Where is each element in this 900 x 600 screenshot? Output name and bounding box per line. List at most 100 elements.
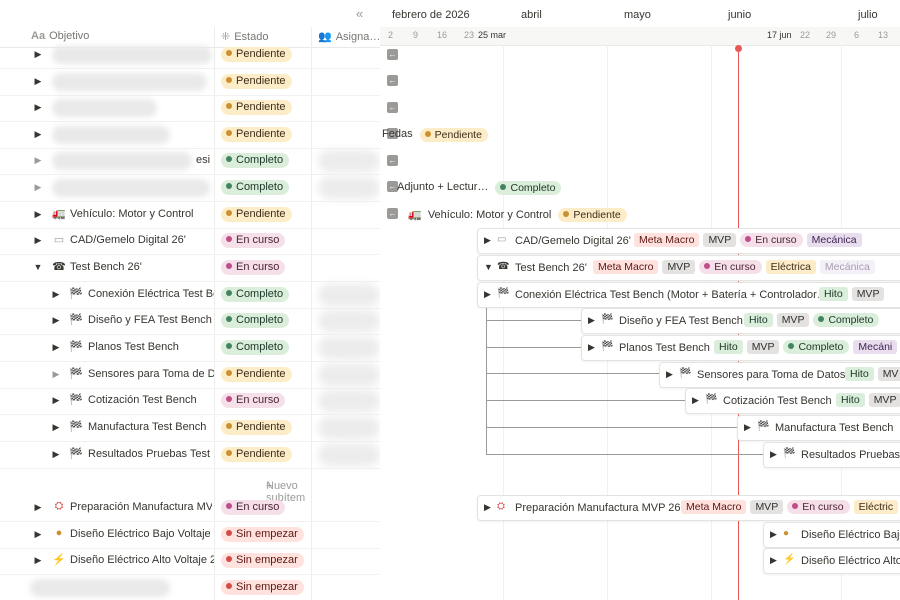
timeline-card-conexion[interactable]: ▶ 🏁 Conexión Eléctrica Test Bench (Motor… [477, 282, 900, 308]
status-badge[interactable]: Completo [221, 153, 290, 168]
expand-toggle-icon[interactable]: ▶ [34, 502, 42, 512]
expand-toggle-icon[interactable]: ▶ [484, 235, 491, 245]
timeline-card-planos[interactable]: ▶ 🏁 Planos Test Bench Hito MVP Completo Mec… [581, 335, 900, 361]
table-row[interactable]: Sin empezar [0, 575, 380, 600]
status-badge[interactable]: Completo [221, 180, 290, 195]
expand-toggle-icon[interactable]: ▶ [34, 235, 42, 245]
expand-toggle-icon[interactable]: ▶ [34, 129, 42, 139]
expand-toggle-icon[interactable]: ▶ [52, 342, 60, 352]
back-arrow-icon[interactable]: ← [387, 102, 398, 113]
table-row[interactable]: ▶ Pendiente [0, 122, 380, 149]
back-arrow-icon[interactable]: ← [387, 155, 398, 166]
expand-toggle-icon[interactable]: ▶ [52, 449, 60, 459]
expand-toggle-icon[interactable]: ▶ [34, 102, 42, 112]
expand-toggle-icon[interactable]: ▶ [666, 369, 673, 379]
timeline-card-prep[interactable]: ▶ ⛭ Preparación Manufactura MVP 26' Meta… [477, 495, 900, 521]
status-badge[interactable]: Sin empezar [221, 580, 304, 595]
expand-toggle-icon[interactable]: ▶ [770, 555, 777, 565]
status-badge[interactable]: Pendiente [221, 47, 292, 62]
table-row[interactable]: ▶ Completo [0, 175, 380, 202]
status-badge[interactable]: Pendiente [221, 127, 292, 142]
status-badge[interactable]: En curso [221, 393, 286, 408]
expand-toggle-icon[interactable]: ▶ [744, 422, 751, 432]
status-badge[interactable]: Pendiente [221, 74, 292, 89]
timeline-card-resultados[interactable]: ▶ 🏁 Resultados Pruebas T [763, 442, 900, 468]
back-arrow-icon[interactable]: ← [387, 208, 398, 219]
table-row-subitem[interactable]: ▶ 🏁 Planos Test Bench Completo [0, 335, 380, 362]
collapse-panel-icon[interactable]: « [356, 6, 364, 21]
status-badge[interactable]: En curso [221, 233, 286, 248]
table-row[interactable]: ▶ ⚡ Diseño Eléctrico Alto Voltaje 26 Sin… [0, 548, 380, 575]
back-arrow-icon[interactable]: ← [387, 128, 398, 139]
timeline-card-diseno-fea[interactable]: ▶ 🏁 Diseño y FEA Test Bench Hito MVP Compl… [581, 308, 900, 334]
expand-toggle-icon[interactable]: ▶ [34, 209, 42, 219]
status-badge[interactable]: Completo [221, 287, 290, 302]
table-row-subitem[interactable]: ▶ 🏁 Conexión Eléctrica Test Ben Completo [0, 282, 380, 309]
table-row[interactable]: ▶ ⛭ Preparación Manufactura MVP En curso [0, 495, 380, 522]
status-badge[interactable]: Completo [221, 340, 290, 355]
status-badge[interactable]: Pendiente [221, 100, 292, 115]
expand-toggle-icon[interactable]: ▶ [34, 76, 42, 86]
timeline-card-sensores[interactable]: ▶ 🏁 Sensores para Toma de Datos Hito MV [659, 362, 900, 388]
checkered-flag-icon: 🏁 [757, 421, 770, 432]
status-badge[interactable]: Sin empezar [221, 553, 304, 568]
timeline-card-alto-voltaje[interactable]: ▶ ⚡ Diseño Eléctrico Alto V [763, 548, 900, 574]
table-row[interactable]: ▶ Pendiente [0, 95, 380, 122]
column-header-estado[interactable]: ⁜ Estado [221, 31, 269, 43]
status-badge[interactable]: Sin empezar [221, 527, 304, 542]
status-badge[interactable]: Completo [221, 313, 290, 328]
table-row[interactable]: ▶ esi Completo [0, 148, 380, 175]
expand-toggle-icon[interactable]: ▶ [52, 315, 60, 325]
status-badge[interactable]: Pendiente [221, 447, 292, 462]
table-row[interactable]: ▶ 🚛 Vehículo: Motor y Control Pendiente [0, 202, 380, 229]
expand-toggle-icon[interactable]: ▶ [34, 529, 42, 539]
timeline-item-fedas[interactable]: Fedas Pendiente [382, 128, 488, 145]
timeline-card-bajo-voltaje[interactable]: ▶ ● Diseño Eléctrico Bajo [763, 522, 900, 548]
table-row[interactable]: ▶ Pendiente [0, 42, 380, 69]
status-badge[interactable]: En curso [221, 260, 286, 275]
table-row[interactable]: ▶ ▭ CAD/Gemelo Digital 26' En curso [0, 228, 380, 255]
expand-toggle-icon[interactable]: ▶ [34, 49, 42, 59]
table-row-subitem[interactable]: ▶ 🏁 Manufactura Test Bench Pendiente [0, 415, 380, 442]
timeline-item-vehiculo[interactable]: 🚛 Vehículo: Motor y Control Pendiente [408, 208, 627, 225]
timeline-card-manufactura[interactable]: ▶ 🏁 Manufactura Test Bench [737, 415, 900, 441]
expand-toggle-icon[interactable]: ▶ [588, 342, 595, 352]
back-arrow-icon[interactable]: ← [387, 181, 398, 192]
expand-toggle-icon[interactable]: ▶ [770, 449, 777, 459]
table-row-subitem[interactable]: ▶ 🏁 Sensores para Toma de Da Pendiente [0, 362, 380, 389]
expand-toggle-icon[interactable]: ▶ [52, 289, 60, 299]
table-row-subitem[interactable]: ▶ 🏁 Cotización Test Bench En curso [0, 388, 380, 415]
column-header-objetivo[interactable]: Aa Objetivo [31, 30, 90, 42]
status-badge[interactable]: Pendiente [221, 420, 292, 435]
timeline-card-cad[interactable]: ▶ ▭ CAD/Gemelo Digital 26' Meta Macro MVP… [477, 228, 900, 254]
status-badge[interactable]: Pendiente [221, 207, 292, 222]
table-row[interactable]: ▶ Pendiente [0, 69, 380, 96]
back-arrow-icon[interactable]: ← [387, 49, 398, 60]
expand-toggle-icon[interactable]: ▶ [588, 315, 595, 325]
collapse-toggle-icon[interactable]: ▼ [33, 262, 43, 272]
column-header-asignado[interactable]: 👥 Asigna… [318, 31, 381, 43]
expand-toggle-icon[interactable]: ▶ [770, 529, 777, 539]
status-badge[interactable]: En curso [221, 500, 286, 515]
expand-toggle-icon[interactable]: ▶ [52, 369, 60, 379]
redacted-assignee [318, 417, 380, 439]
back-arrow-icon[interactable]: ← [387, 75, 398, 86]
expand-toggle-icon[interactable]: ▶ [34, 555, 42, 565]
timeline-card-testbench[interactable]: ▼ ☎ Test Bench 26' Meta Macro MVP En curso… [477, 255, 900, 281]
new-subitem-button[interactable]: + Nuevo subítem [266, 480, 306, 504]
status-badge[interactable]: Pendiente [221, 367, 292, 382]
table-row-subitem[interactable]: ▶ 🏁 Resultados Pruebas Test Be Pendiente [0, 442, 380, 469]
table-row[interactable]: ▼ ☎ Test Bench 26' En curso [0, 255, 380, 282]
expand-toggle-icon[interactable]: ▶ [692, 395, 699, 405]
table-row-subitem[interactable]: ▶ 🏁 Diseño y FEA Test Bench Completo [0, 308, 380, 335]
expand-toggle-icon[interactable]: ▶ [484, 502, 491, 512]
expand-toggle-icon[interactable]: ▶ [52, 422, 60, 432]
collapse-toggle-icon[interactable]: ▼ [484, 262, 493, 272]
timeline-card-cotizacion[interactable]: ▶ 🏁 Cotización Test Bench Hito MVP [685, 388, 900, 414]
expand-toggle-icon[interactable]: ▶ [52, 395, 60, 405]
expand-toggle-icon[interactable]: ▶ [34, 182, 42, 192]
timeline-item-adjunto[interactable]: Adjunto + Lectur… Completo [397, 181, 562, 198]
table-row[interactable]: ▶ ● Diseño Eléctrico Bajo Voltaje 26 Sin… [0, 522, 380, 549]
expand-toggle-icon[interactable]: ▶ [34, 155, 42, 165]
expand-toggle-icon[interactable]: ▶ [484, 289, 491, 299]
